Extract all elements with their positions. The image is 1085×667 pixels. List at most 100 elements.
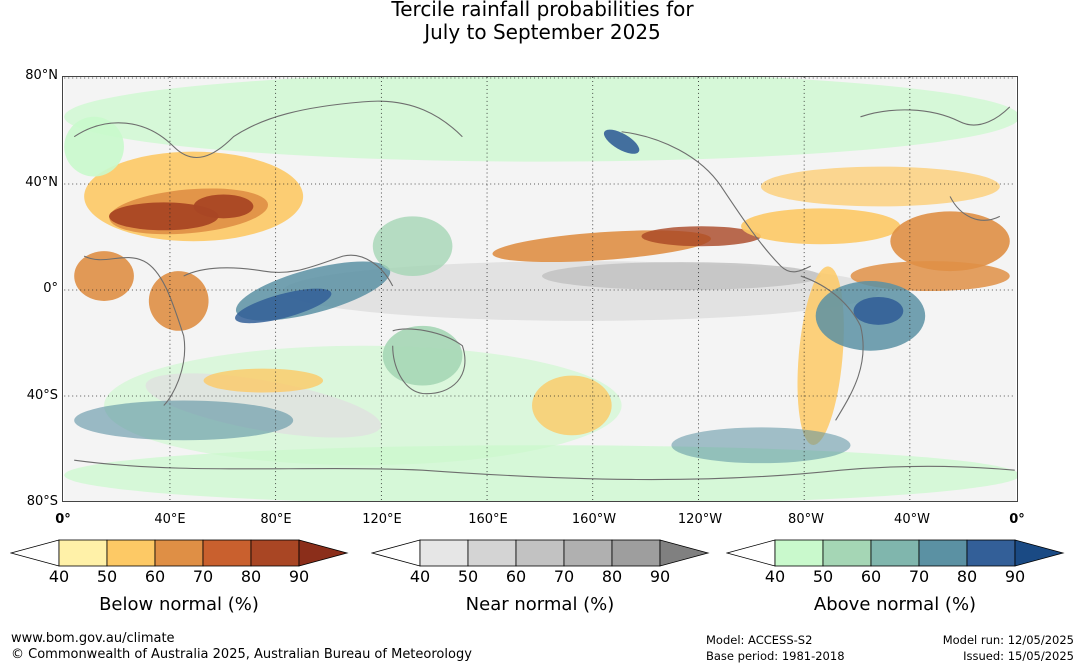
- colorbar-segment: [106, 539, 156, 567]
- legend-tick: 50: [96, 567, 118, 586]
- probability-region: [603, 129, 640, 154]
- coastline: [392, 328, 466, 395]
- colorbar-near-normal: [371, 539, 710, 567]
- lat-label-40s: 40°S: [26, 388, 58, 403]
- probability-region: [64, 116, 124, 177]
- legend-tick: 90: [288, 567, 310, 586]
- lat-label-40n: 40°N: [25, 175, 58, 190]
- footer-base-period: Base period: 1981-2018: [706, 649, 845, 663]
- legend-near-normal: 40 50 60 70 80 90 Near normal (%): [371, 538, 711, 618]
- colorbar-low-arrow: [10, 539, 60, 567]
- probability-region: [532, 375, 612, 436]
- coastline: [800, 275, 864, 421]
- legend-tick: 70: [553, 567, 575, 586]
- lon-label-80e: 80°E: [260, 512, 292, 527]
- lon-label-120w: 120°W: [677, 512, 723, 527]
- map-canvas: [62, 76, 1018, 502]
- probability-region: [382, 325, 463, 386]
- probability-region: [641, 226, 761, 247]
- probability-region: [671, 427, 851, 464]
- footer-model: Model: ACCESS-S2: [706, 633, 813, 647]
- colorbar-high-arrow: [659, 539, 710, 567]
- colorbar-segment: [202, 539, 252, 567]
- legend-tick: 80: [601, 567, 623, 586]
- probability-region: [235, 288, 332, 324]
- colorbar-low-arrow: [371, 539, 421, 567]
- probability-region: [203, 368, 324, 393]
- legend-caption-above: Above normal (%): [813, 594, 977, 615]
- coastline: [73, 100, 463, 158]
- lon-label-40w: 40°W: [894, 512, 930, 527]
- tercile-map: [62, 76, 1018, 502]
- legend-caption-below: Below normal (%): [99, 594, 259, 615]
- footer-copyright: © Commonwealth of Australia 2025, Austra…: [11, 647, 472, 662]
- colorbar-segment: [563, 539, 613, 567]
- lon-label-0-right: 0°: [1009, 512, 1025, 527]
- map-title-line-1: Tercile rainfall probabilities for: [391, 0, 694, 21]
- lon-label-0-left: 0°: [55, 512, 71, 527]
- coastline: [83, 255, 186, 406]
- coastlines: [73, 100, 1015, 481]
- colorbar-high-arrow: [1014, 539, 1065, 567]
- legend-tick: 90: [1004, 567, 1026, 586]
- colorbar-segment: [467, 539, 517, 567]
- probability-region: [109, 202, 219, 231]
- probability-regions: [64, 77, 1017, 501]
- legend-tick: 70: [908, 567, 930, 586]
- colorbar-low-arrow: [726, 539, 776, 567]
- colorbar-segment: [918, 539, 968, 567]
- legend-tick: 60: [860, 567, 882, 586]
- legend-tick: 40: [48, 567, 70, 586]
- coastline: [860, 106, 1011, 126]
- legend-above-normal: 40 50 60 70 80 90 Above normal (%): [726, 538, 1066, 618]
- probability-region: [74, 251, 134, 301]
- probability-region: [193, 194, 254, 219]
- probability-region: [541, 262, 821, 290]
- colorbar-above-normal: [726, 539, 1065, 567]
- probability-region: [74, 400, 294, 441]
- colorbar-segment: [774, 539, 824, 567]
- legend-tick: 80: [956, 567, 978, 586]
- footer-url[interactable]: www.bom.gov.au/climate: [11, 631, 175, 646]
- probability-region: [148, 271, 209, 331]
- probability-region: [145, 373, 382, 438]
- colorbar-segment: [870, 539, 920, 567]
- legend-tick: 40: [409, 567, 431, 586]
- colorbar-segment: [966, 539, 1016, 567]
- colorbar-segment: [154, 539, 204, 567]
- probability-region: [741, 208, 901, 245]
- colorbar-below-normal: [10, 539, 349, 567]
- legend-tick: 70: [192, 567, 214, 586]
- coastline: [183, 254, 394, 287]
- probability-region: [760, 166, 1000, 207]
- probability-region: [64, 77, 1017, 162]
- legend-caption-near: Near normal (%): [465, 594, 615, 615]
- legend-tick: 90: [649, 567, 671, 586]
- lon-label-160e: 160°E: [468, 512, 508, 527]
- legend-tick: 50: [457, 567, 479, 586]
- legend-tick: 50: [812, 567, 834, 586]
- footer-model-run: Model run: 12/05/2025: [942, 633, 1074, 647]
- colorbar-segment: [611, 539, 661, 567]
- colorbar-segment: [250, 539, 300, 567]
- lat-label-80s: 80°S: [26, 494, 58, 509]
- lon-label-160w: 160°W: [571, 512, 617, 527]
- probability-region: [372, 216, 453, 277]
- lat-label-80n: 80°N: [25, 68, 58, 83]
- legend-below-normal: 40 50 60 70 80 90 Below normal (%): [10, 538, 350, 618]
- colorbar-segment: [515, 539, 565, 567]
- gridlines: [64, 77, 1016, 501]
- legend-tick: 60: [144, 567, 166, 586]
- legend-tick: 40: [764, 567, 786, 586]
- lon-label-120e: 120°E: [362, 512, 402, 527]
- lon-label-80w: 80°W: [788, 512, 824, 527]
- lat-label-equator: 0°: [43, 281, 58, 296]
- coastline: [621, 131, 811, 273]
- legend-tick: 80: [240, 567, 262, 586]
- map-title-line-2: July to September 2025: [424, 20, 661, 44]
- colorbar-high-arrow: [298, 539, 349, 567]
- probability-region: [890, 211, 1010, 272]
- coastline: [74, 459, 1015, 481]
- probability-region: [853, 296, 904, 325]
- footer-issued: Issued: 15/05/2025: [963, 649, 1074, 663]
